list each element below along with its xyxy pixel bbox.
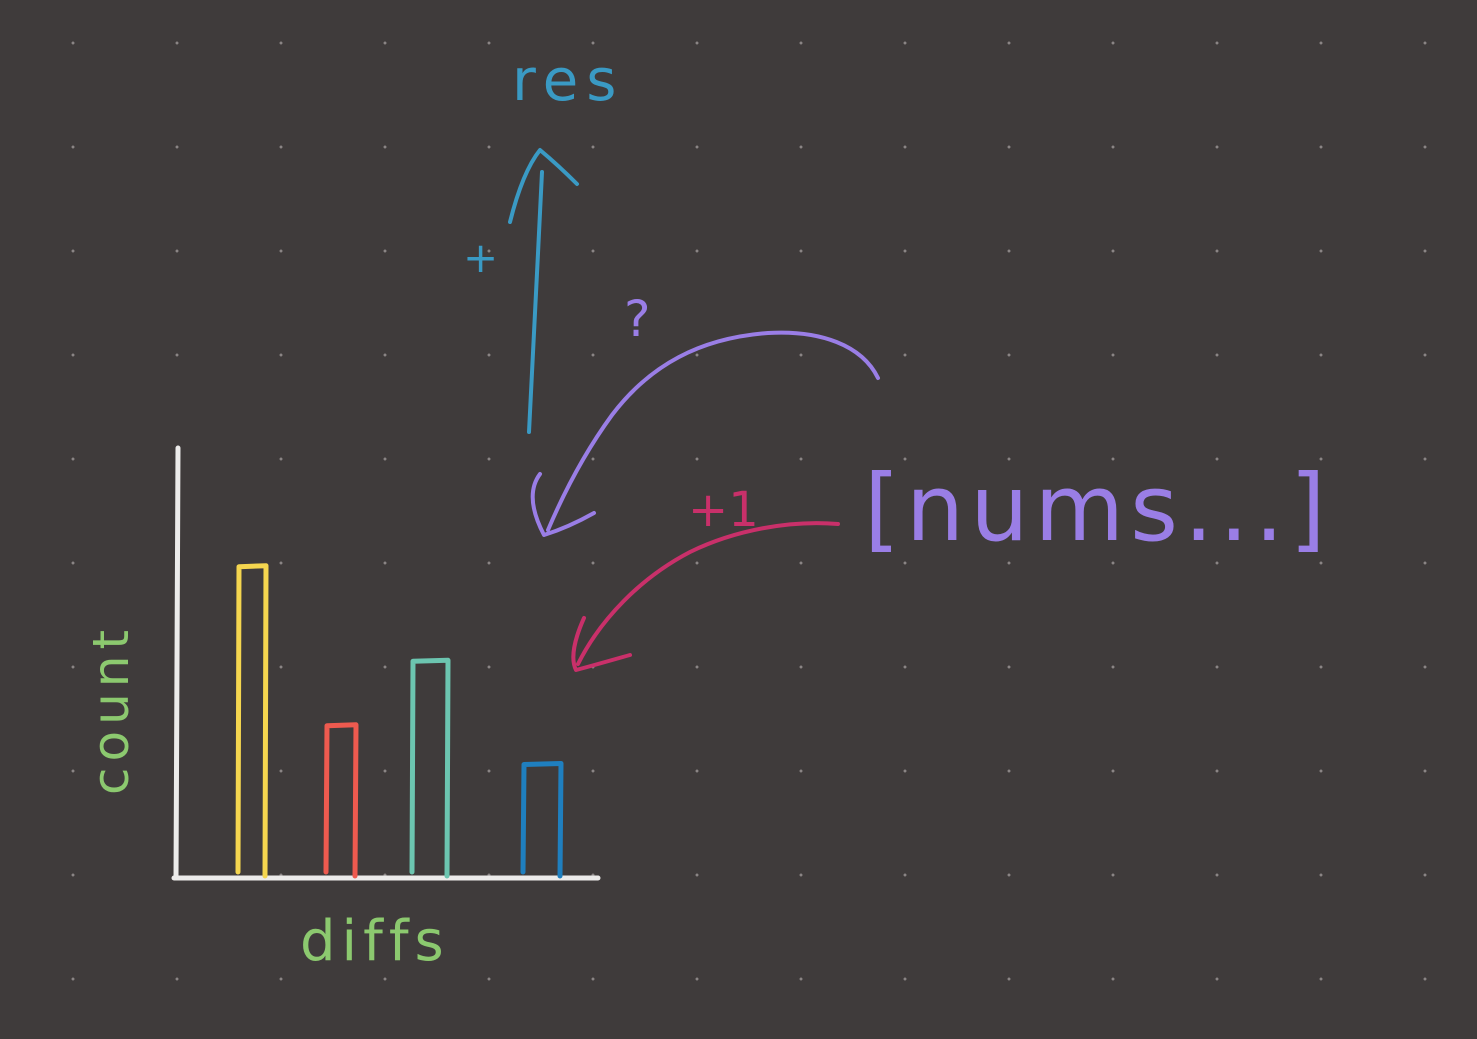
plus-one-label: +1 xyxy=(688,482,759,538)
pink-curved-arrow xyxy=(576,521,840,666)
res-up-arrowhead xyxy=(508,148,579,224)
chart-bar-4 xyxy=(520,761,564,879)
question-mark-label: ? xyxy=(624,290,651,348)
chart-y-axis xyxy=(173,445,181,881)
res-label: res xyxy=(512,46,624,114)
pink-arrowhead xyxy=(571,616,632,672)
count-axis-label: count xyxy=(82,624,140,795)
chart-bar-1 xyxy=(235,563,269,879)
chart-bar-3 xyxy=(409,657,451,879)
nums-array-label: [nums...] xyxy=(864,455,1332,562)
diffs-count-bar-chart xyxy=(171,445,601,881)
diffs-axis-label: diffs xyxy=(300,909,450,974)
chart-bar-2 xyxy=(323,722,359,879)
plus-sign-label: + xyxy=(463,233,498,282)
res-up-arrow-shaft xyxy=(527,170,544,434)
purple-curved-arrow xyxy=(546,330,880,532)
purple-arrowhead xyxy=(530,472,596,537)
